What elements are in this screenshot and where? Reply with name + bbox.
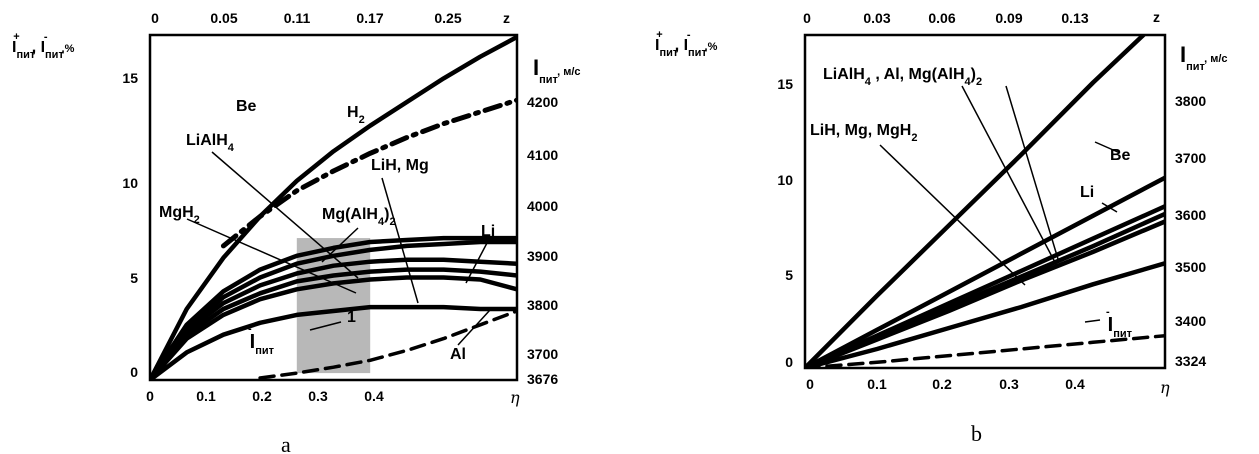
y-tick-label: 15 xyxy=(122,70,138,86)
label-region-1: 1 xyxy=(347,309,356,326)
y-tick-label: 5 xyxy=(785,267,793,283)
y-right-tick-label: 3400 xyxy=(1175,313,1206,329)
y-right-tick-label: 3600 xyxy=(1175,207,1206,223)
panel-a-frame xyxy=(148,33,519,382)
series-line-lower-solid xyxy=(805,261,1165,368)
top-tick-label: 0.05 xyxy=(210,10,237,26)
series-line-be xyxy=(150,35,517,380)
x-tick-label: 0.2 xyxy=(252,388,272,404)
top-tick-label: 0.25 xyxy=(434,10,461,26)
y-tick-label: 10 xyxy=(122,175,138,191)
y-tick-label: 15 xyxy=(777,76,793,92)
label-mgh2: MgH2 xyxy=(159,204,200,226)
y-right-tick-label: 3800 xyxy=(527,297,558,313)
panel-b: 0 0.1 0.2 0.3 0.4 0 0.03 0.06 0.09 0.13 0 5 10 15 3324… xyxy=(655,9,1228,446)
y-right-tick-label: 4000 xyxy=(527,198,558,214)
panel-b-leader-lines xyxy=(879,85,1121,323)
panel-a-shaded-region xyxy=(296,238,371,374)
label-al: Al xyxy=(450,346,466,363)
series-line-i- xyxy=(805,333,1165,368)
y-tick-label: 10 xyxy=(777,172,793,188)
panel-b-series xyxy=(805,35,1165,368)
series-line-lialh4 xyxy=(150,235,517,380)
y-tick-label: 0 xyxy=(785,354,793,370)
series-line-li xyxy=(805,175,1165,368)
panel-b-caption: b xyxy=(971,421,982,446)
series-line-mg-alh4-2 xyxy=(150,239,517,380)
panel-a-top-axis-label: z xyxy=(503,10,510,26)
top-tick-label: 0.17 xyxy=(356,10,383,26)
panel-b-ylabel-left: Iпит+, Iпит-,% xyxy=(655,29,718,59)
panel-a-xlabel: η xyxy=(510,388,520,407)
y-right-tick-label: 3700 xyxy=(527,346,558,362)
y-right-tick-label: 3676 xyxy=(527,371,558,387)
label-b-ipit: Iпит- xyxy=(1106,306,1133,340)
panel-a-leader-lines xyxy=(186,151,491,346)
series-line-li xyxy=(150,257,517,380)
label-b-li: Li xyxy=(1080,184,1094,201)
label-b-group2: LiH, Mg, MgH2 xyxy=(810,122,917,144)
panel-b-top-axis-label: z xyxy=(1153,9,1160,25)
series-line-lih-mg xyxy=(150,267,517,380)
top-tick-label: 0 xyxy=(151,10,159,26)
panel-b-frame xyxy=(803,33,1167,370)
y-tick-label: 5 xyxy=(130,270,138,286)
x-tick-label: 0.1 xyxy=(196,388,216,404)
top-tick-label: 0.06 xyxy=(928,10,955,26)
panel-a-ylabel-right: Iпит, м/с xyxy=(533,55,581,86)
series-line-al xyxy=(150,304,517,380)
y-right-tick-label: 3324 xyxy=(1175,353,1206,369)
y-tick-label: 0 xyxy=(130,364,138,380)
top-tick-label: 0.13 xyxy=(1061,10,1088,26)
top-tick-label: 0.09 xyxy=(995,10,1022,26)
label-b-group1: LiAlH4 , Al, Mg(AlH4)2 xyxy=(823,66,982,88)
series-line-lih-mg-mgh2 xyxy=(805,219,1165,368)
x-tick-label: 0.3 xyxy=(308,388,328,404)
panel-b-ylabel-right: Iпит, м/с xyxy=(1180,42,1228,73)
panel-a: 0 0.1 0.2 0.3 0.4 0 0.05 0.11 0.17 0.25 0 5 10 15 3676… xyxy=(12,10,581,454)
y-right-tick-label: 4100 xyxy=(527,147,558,163)
panel-b-ticks: 0 0.1 0.2 0.3 0.4 0 0.03 0.06 0.09 0.13 0 5 10 15 3324… xyxy=(777,10,1206,392)
label-ipit: Iпит- xyxy=(248,323,275,357)
label-be: Be xyxy=(236,98,257,115)
label-mgalh42: Mg(AlH4)2 xyxy=(322,206,396,228)
panel-b-xlabel: η xyxy=(1160,378,1170,397)
x-tick-label: 0.4 xyxy=(1065,376,1085,392)
y-right-tick-label: 3700 xyxy=(1175,150,1206,166)
panel-a-caption: a xyxy=(281,432,291,454)
top-tick-label: 0.11 xyxy=(284,10,311,26)
label-lih-mg: LiH, Mg xyxy=(371,157,429,174)
x-tick-label: 0.4 xyxy=(364,388,384,404)
x-tick-label: 0 xyxy=(146,388,154,404)
y-right-tick-label: 3900 xyxy=(527,248,558,264)
panel-a-ticks: 0 0.1 0.2 0.3 0.4 0 0.05 0.11 0.17 0.25 0 5 10 15 3676… xyxy=(122,10,558,404)
label-lialh4: LiAlH4 xyxy=(186,132,235,154)
x-tick-label: 0 xyxy=(806,376,814,392)
x-tick-label: 0.2 xyxy=(932,376,952,392)
label-li: Li xyxy=(481,223,495,240)
y-right-tick-label: 4200 xyxy=(527,94,558,110)
series-line-be xyxy=(805,35,1146,368)
y-right-tick-label: 3500 xyxy=(1175,259,1206,275)
panel-a-ylabel-left: Iпит+, Iпит-,% xyxy=(12,31,75,61)
label-h2: H2 xyxy=(347,104,365,126)
top-tick-label: 0.03 xyxy=(863,10,890,26)
x-tick-label: 0.1 xyxy=(867,376,887,392)
y-right-tick-label: 3800 xyxy=(1175,93,1206,109)
top-tick-label: 0 xyxy=(803,10,811,26)
series-line-h2 xyxy=(220,97,517,249)
x-tick-label: 0.3 xyxy=(999,376,1019,392)
